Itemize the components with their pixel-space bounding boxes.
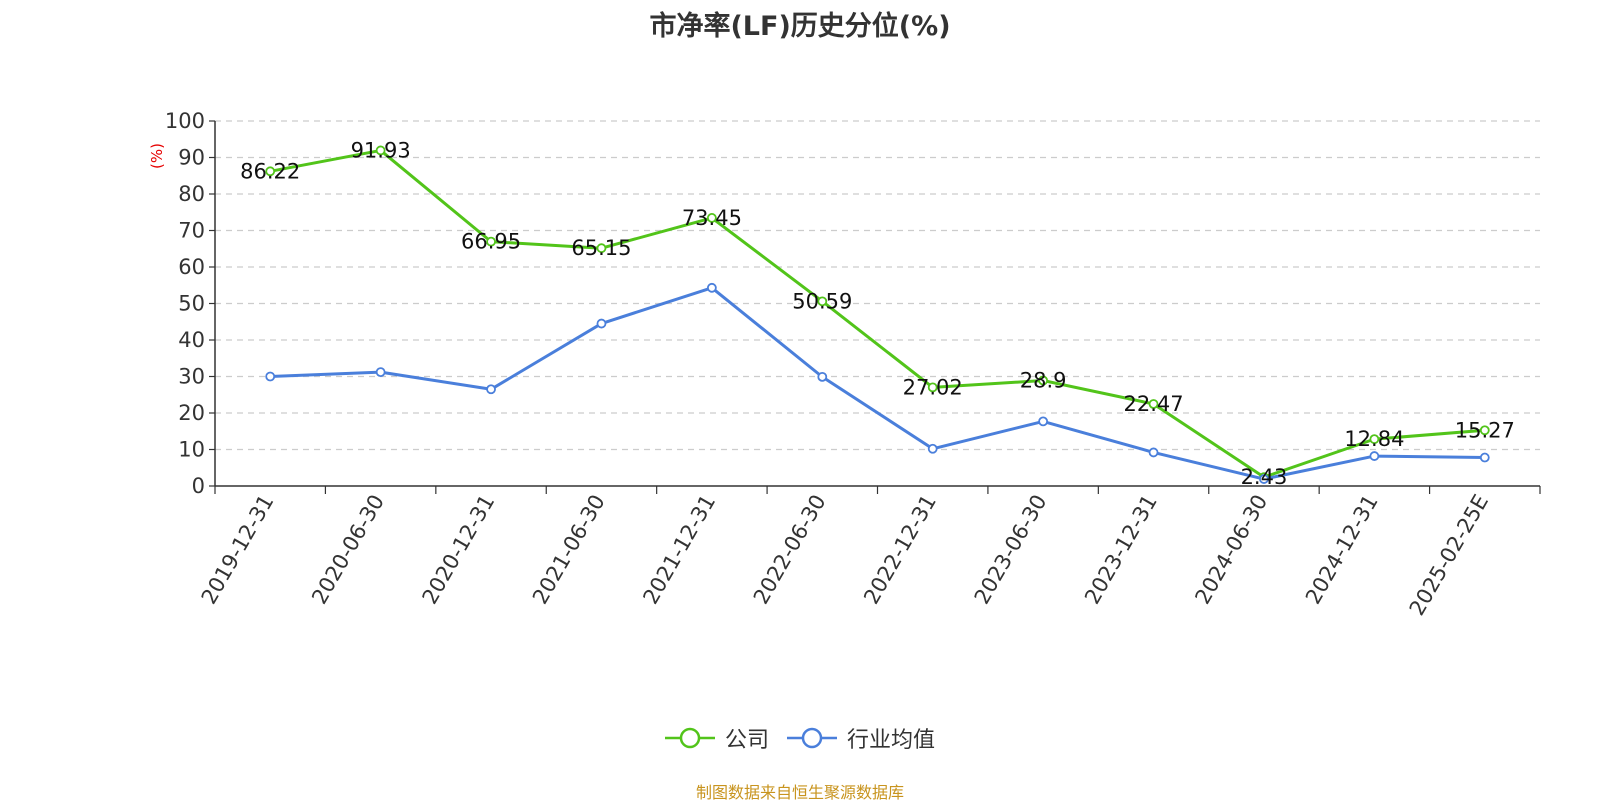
point-industry-2024-12-31 <box>1369 451 1380 461</box>
data-label-company-2022-06-30: 50.59 <box>792 289 852 313</box>
y-tick-label-10: 10 <box>178 438 205 462</box>
y-axis-label: (%) <box>148 143 166 169</box>
x-tick-label-2024-06-30: 2024-06-30 <box>1190 491 1272 609</box>
y-tick-label-30: 30 <box>178 365 205 389</box>
x-tick-label-2021-12-31: 2021-12-31 <box>638 491 720 609</box>
legend-label-industry: 行业均值 <box>847 728 936 753</box>
axes: 0 10 20 30 40 50 60 70 80 90 100 (%) 2019-12-31 2020-… <box>148 109 1541 620</box>
point-company-2021-06-30 <box>596 243 607 254</box>
point-industry-2021-12-31 <box>706 282 717 293</box>
x-tick-label-2022-12-31: 2022-12-31 <box>859 491 941 609</box>
point-industry-2019-12-31 <box>265 371 276 382</box>
point-company-2022-06-30 <box>817 296 828 307</box>
x-tick-label-2021-06-30: 2021-06-30 <box>528 491 610 609</box>
point-industry-2024-06-30 <box>1259 474 1269 484</box>
chart-title: 市净率(LF)历史分位(%) <box>649 11 951 42</box>
y-tick-label-80: 80 <box>178 182 205 206</box>
point-company-2025-02-25E <box>1479 425 1490 436</box>
x-tick-label-2020-12-31: 2020-12-31 <box>418 491 500 609</box>
x-tick-label-2020-06-30: 2020-06-30 <box>307 491 389 609</box>
point-industry-2022-06-30 <box>817 371 828 382</box>
y-tick-label-100: 100 <box>165 109 205 133</box>
point-company-2024-12-31 <box>1369 434 1380 445</box>
point-company-2020-12-31 <box>486 236 496 247</box>
x-tick-label-2025-02-25E: 2025-02-25E <box>1405 491 1493 620</box>
legend-label-company: 公司 <box>724 728 769 753</box>
point-industry-2025-02-25E <box>1479 452 1490 463</box>
point-company-2020-06-30 <box>375 145 386 156</box>
legend-industry-line-icon <box>787 727 837 749</box>
x-tick-label-2023-12-31: 2023-12-31 <box>1080 491 1162 609</box>
data-label-company-2019-12-31: 86.22 <box>240 159 300 183</box>
x-tick-label-2024-12-31: 2024-12-31 <box>1301 491 1383 609</box>
series-line-company <box>269 148 1485 479</box>
data-label-company-2022-12-31: 27.02 <box>903 375 963 399</box>
data-label-company-2024-12-31: 12.84 <box>1344 427 1404 451</box>
y-tick-label-40: 40 <box>178 328 205 352</box>
point-company-2022-12-31 <box>927 382 938 393</box>
point-company-2021-12-31 <box>706 213 717 223</box>
data-label-company-2020-06-30: 91.93 <box>351 138 411 162</box>
grid-lines <box>215 120 1540 451</box>
series-line-industry <box>270 286 1485 481</box>
legend-item-industry[interactable]: 行业均值 <box>787 722 935 754</box>
point-industry-2023-06-30 <box>1038 416 1049 427</box>
point-industry-2021-06-30 <box>596 318 607 329</box>
point-company-2023-12-31 <box>1148 399 1159 409</box>
x-tick-label-2019-12-31: 2019-12-31 <box>197 491 279 609</box>
data-label-company-2024-06-30: 2.43 <box>1241 465 1288 489</box>
y-tick-label-70: 70 <box>178 219 205 243</box>
legend-item-company[interactable]: 公司 <box>664 722 769 754</box>
data-label-company-2021-06-30: 65.15 <box>571 236 631 260</box>
source-footer: 制图数据来自恒生聚源数据库 <box>695 783 904 802</box>
y-tick-label-50: 50 <box>178 292 205 316</box>
y-tick-label-20: 20 <box>178 401 205 425</box>
y-tick-label-0: 0 <box>192 474 205 498</box>
point-company-2023-06-30 <box>1038 375 1049 386</box>
data-label-company-2023-06-30: 28.9 <box>1020 369 1067 393</box>
series-lines <box>265 145 1490 484</box>
legend-company-line-icon <box>664 727 715 749</box>
point-company-2019-12-31 <box>265 166 276 177</box>
point-industry-2023-12-31 <box>1148 447 1159 458</box>
data-label-company-2021-12-31: 73.45 <box>682 206 742 230</box>
point-industry-2022-12-31 <box>927 443 938 454</box>
point-industry-2020-12-31 <box>486 384 496 395</box>
point-industry-2020-06-30 <box>375 367 386 378</box>
x-tick-label-2023-06-30: 2023-06-30 <box>970 491 1052 609</box>
data-label-company-2025-02-25E: 15.27 <box>1455 418 1515 442</box>
data-label-company-2023-12-31: 22.47 <box>1123 392 1183 416</box>
chart-legend: 公司 行业均值 <box>0 722 1600 754</box>
data-label-company-2020-12-31: 66.95 <box>461 230 521 254</box>
x-tick-label-2022-06-30: 2022-06-30 <box>749 491 831 609</box>
data-labels: 86.22 91.93 66.95 65.15 73.45 50.59 27.02 28.9 2… <box>240 138 1515 489</box>
y-tick-label-90: 90 <box>178 146 205 170</box>
y-tick-label-60: 60 <box>178 255 205 279</box>
